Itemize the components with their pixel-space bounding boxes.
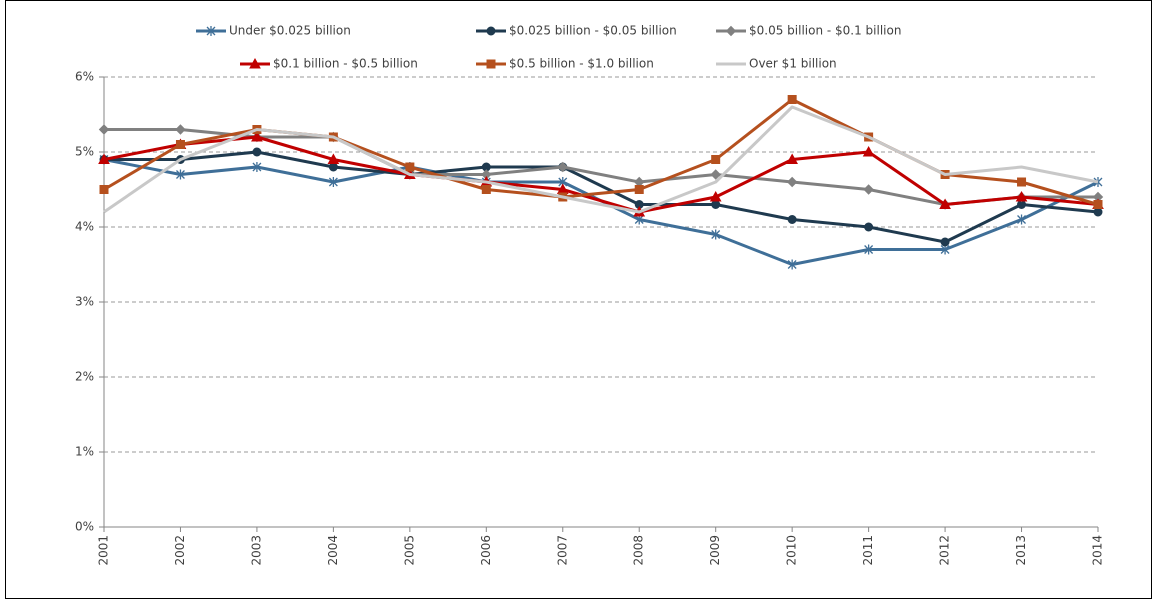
marker [864, 244, 874, 255]
y-tick-label: 1% [75, 445, 94, 459]
marker [1017, 177, 1027, 187]
marker [1015, 190, 1028, 202]
x-tick-label: 2011 [861, 535, 875, 566]
y-tick-label: 3% [75, 295, 94, 309]
y-tick-label: 6% [75, 70, 94, 84]
x-tick-label: 2007 [555, 535, 569, 566]
marker [940, 237, 950, 247]
marker [175, 124, 186, 135]
y-tick-label: 2% [75, 370, 94, 384]
x-tick-label: 2002 [173, 535, 187, 566]
x-tick-label: 2012 [938, 535, 952, 566]
marker [786, 176, 798, 188]
x-tick-label: 2004 [326, 535, 340, 566]
marker [1017, 214, 1026, 225]
marker [863, 184, 874, 195]
marker [787, 95, 797, 104]
legend-marker [206, 26, 216, 36]
marker [328, 162, 338, 172]
marker [175, 140, 185, 149]
legend-label: $0.1 billion - $0.5 billion [273, 57, 418, 71]
marker [709, 190, 722, 202]
legend-marker [486, 26, 496, 36]
legend-label: Over $1 billion [749, 57, 837, 71]
chart-border [5, 0, 1152, 599]
marker [557, 161, 568, 173]
marker [634, 185, 644, 194]
x-tick-label: 2008 [632, 535, 646, 566]
marker [1093, 207, 1103, 217]
series-line [104, 150, 1099, 244]
legend-label: $0.5 billion - $1.0 billion [509, 57, 654, 71]
y-tick-label: 5% [75, 145, 94, 159]
marker [405, 162, 415, 172]
x-tick-label: 2014 [1091, 535, 1105, 566]
marker [710, 169, 721, 180]
marker [786, 153, 799, 164]
marker [98, 124, 110, 135]
marker [98, 153, 110, 164]
x-tick-label: 2003 [249, 535, 263, 566]
legend-label: Under $0.025 billion [229, 24, 351, 38]
marker [328, 177, 338, 187]
marker [252, 147, 262, 157]
marker [176, 169, 185, 180]
marker [711, 155, 721, 164]
y-tick-label: 4% [75, 220, 94, 234]
x-tick-label: 2009 [708, 535, 722, 566]
series-line [103, 105, 1099, 214]
marker [251, 130, 263, 142]
marker [252, 162, 262, 172]
legend-label: $0.05 billion - $0.1 billion [749, 24, 901, 38]
x-tick-label: 2005 [402, 535, 416, 566]
series-line [103, 135, 1099, 214]
marker [787, 259, 797, 270]
marker [864, 222, 874, 232]
legend-marker [725, 25, 737, 37]
marker [327, 153, 340, 164]
legend-marker [486, 59, 496, 69]
marker [99, 185, 109, 194]
marker [711, 200, 721, 209]
legend-marker [249, 57, 261, 69]
x-tick-label: 2006 [479, 535, 493, 566]
y-tick-label: 0% [75, 520, 94, 534]
marker [481, 185, 491, 194]
marker [939, 198, 951, 209]
x-tick-label: 2013 [1014, 535, 1028, 566]
marker [711, 229, 721, 240]
marker [787, 215, 797, 224]
series-line [104, 128, 1098, 206]
marker [862, 145, 875, 157]
x-tick-label: 2010 [785, 535, 799, 566]
marker [1093, 200, 1103, 209]
legend-label: $0.025 billion - $0.05 billion [509, 24, 677, 38]
x-tick-label: 2001 [97, 535, 111, 566]
